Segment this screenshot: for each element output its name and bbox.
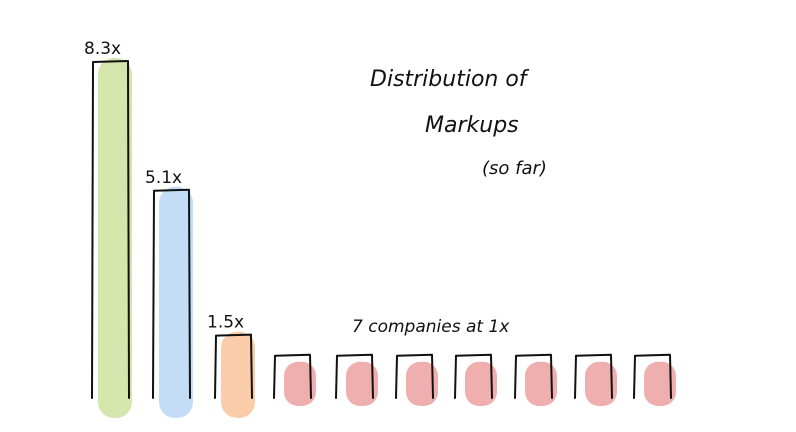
bar-paint-6 [406, 361, 438, 406]
bar-paint-10 [644, 361, 676, 406]
annotation-seven-companies: 7 companies at 1x [352, 317, 510, 337]
bar-paint-4 [284, 361, 316, 406]
bar-8 [514, 353, 553, 399]
bar-paint-5 [346, 361, 378, 406]
bar-5 [335, 353, 374, 399]
bar-paint-8 [525, 361, 557, 406]
bar-paint-7 [465, 361, 497, 406]
bar-paint-3 [221, 331, 255, 418]
bar-7 [454, 353, 493, 399]
label-layer: 8.3x 5.1x 1.5x [84, 39, 244, 333]
paint-layer [98, 58, 676, 418]
bar-10 [633, 353, 672, 399]
bar-value-label-3: 1.5x [207, 313, 244, 333]
chart-subtitle: (so far) [482, 158, 547, 179]
chart-title: Distribution of [370, 67, 530, 92]
outline-layer [91, 60, 672, 399]
bar-3 [214, 333, 253, 399]
bar-value-label-1: 8.3x [84, 39, 121, 59]
bar-9 [574, 353, 613, 399]
chart-title-line2: Markups [425, 113, 519, 138]
bar-1 [91, 60, 130, 399]
bar-6 [395, 353, 434, 399]
bar-value-label-2: 5.1x [145, 168, 182, 188]
bar-paint-2 [159, 186, 193, 418]
bar-paint-1 [98, 58, 132, 418]
bar-2 [152, 188, 191, 399]
bar-4 [273, 353, 312, 399]
bar-paint-9 [585, 361, 617, 406]
